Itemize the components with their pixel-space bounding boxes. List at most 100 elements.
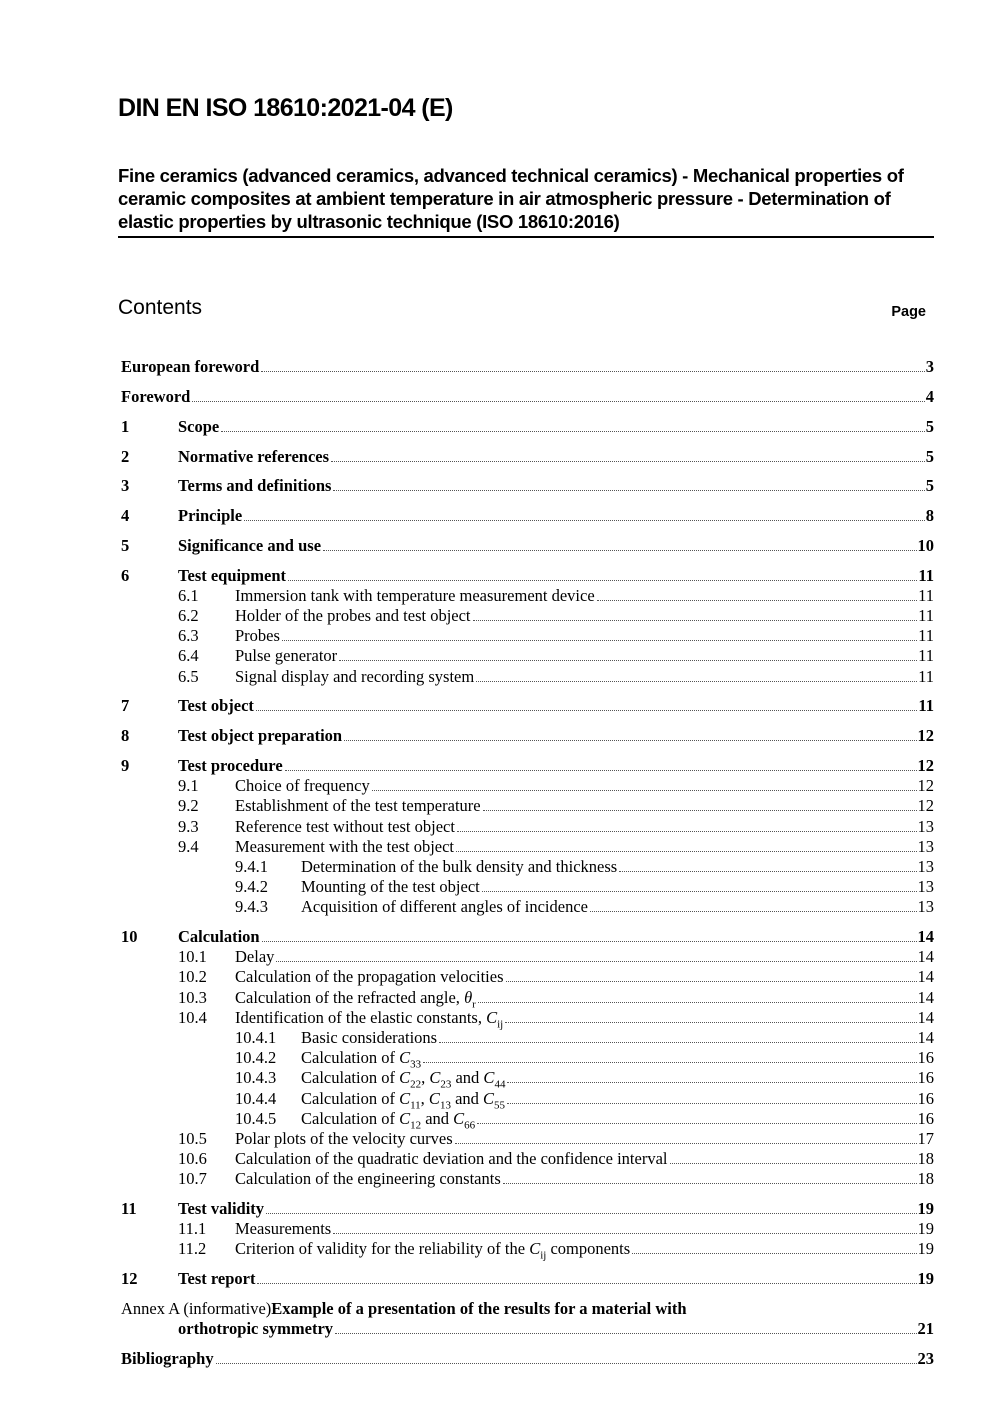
toc-entry-title: Calculation of C33: [301, 1048, 422, 1071]
toc-entry[interactable]: 9 Test procedure 12: [121, 756, 934, 776]
dot-leader: [344, 740, 917, 742]
toc-entry[interactable]: 10.6 Calculation of the quadratic deviati…: [121, 1149, 934, 1169]
toc-entry-number: 6.2: [178, 606, 199, 626]
toc-entry[interactable]: 9.4.2 Mounting of the test object 13: [121, 877, 934, 897]
toc-entry[interactable]: 3 Terms and definitions 5: [121, 476, 934, 496]
toc-entry[interactable]: 11.2 Criterion of validity for the reliab…: [121, 1239, 934, 1262]
toc-entry[interactable]: 5 Significance and use 10: [121, 536, 934, 556]
toc-entry-title: Holder of the probes and test object: [235, 606, 471, 626]
toc-entry[interactable]: 10.4.3 Calculation of C22, C23 and C44 16: [121, 1068, 934, 1091]
toc-entry-title: Determination of the bulk density and th…: [301, 856, 618, 876]
subscript: ij: [497, 1018, 504, 1031]
dot-leader: [284, 769, 917, 771]
math-symbol: Cij: [529, 1239, 547, 1262]
toc-entry[interactable]: 9.3 Reference test without test object 13: [121, 816, 934, 836]
toc-entry[interactable]: 10.1 Delay 14: [121, 947, 934, 967]
toc-entry-number: 10.4.3: [235, 1068, 277, 1088]
toc-entry[interactable]: 4 Principle 8: [121, 506, 934, 526]
toc-entry-number: 6: [121, 565, 130, 585]
toc-entry[interactable]: 6.3 Probes 11: [121, 626, 934, 646]
toc-entry-number: 12: [121, 1269, 138, 1289]
toc-entry-page: 19: [917, 1219, 935, 1239]
toc-entry-title: Acquisition of different angles of incid…: [301, 897, 588, 917]
toc-entry[interactable]: 9.4.1 Determination of the bulk density a…: [121, 857, 934, 877]
toc-entry-page: 14: [917, 927, 935, 947]
toc-entry[interactable]: 10.7 Calculation of the engineering const…: [121, 1169, 934, 1189]
dot-leader: [323, 549, 917, 551]
toc-entry[interactable]: 8 Test object preparation 12: [121, 726, 934, 746]
toc-entry[interactable]: 10.4 Identification of the elastic consta…: [121, 1008, 934, 1031]
toc-entry-title: European foreword: [121, 357, 260, 377]
toc-entry-page: 5: [925, 476, 934, 496]
toc-entry[interactable]: Foreword 4: [121, 387, 934, 407]
toc-entry-page: 13: [917, 836, 935, 856]
dot-leader: [505, 1021, 917, 1023]
subscript: 33: [410, 1058, 422, 1071]
toc-entry[interactable]: 9.4 Measurement with the test object 13: [121, 837, 934, 857]
toc-entry[interactable]: 2 Normative references 5: [121, 446, 934, 466]
toc-entry-number: 10.4.5: [235, 1108, 277, 1128]
annex-prefix: Annex A (informative): [121, 1299, 272, 1318]
toc-entry-page: 10: [917, 535, 935, 555]
toc-entry-number: 9.4.3: [235, 897, 268, 917]
toc-entry[interactable]: 10.4.4 Calculation of C11, C13 and C55 16: [121, 1088, 934, 1111]
math-symbol: C66: [453, 1108, 476, 1132]
toc-entry[interactable]: 6.1 Immersion tank with temperature measu…: [121, 586, 934, 606]
toc-entry[interactable]: 11.1 Measurements 19: [121, 1219, 934, 1239]
toc-entry[interactable]: European foreword 3: [121, 357, 934, 377]
dot-leader: [339, 660, 918, 662]
subscript: 55: [494, 1098, 506, 1111]
toc-entry[interactable]: 9.2 Establishment of the test temperature…: [121, 796, 934, 816]
toc-entry[interactable]: 7 Test object 11: [121, 696, 934, 716]
toc-entry[interactable]: 10.4.2 Calculation of C33 16: [121, 1048, 934, 1071]
math-symbol: C23: [429, 1068, 452, 1091]
annex-title-line2: orthotropic symmetry: [178, 1319, 334, 1339]
dot-leader: [333, 490, 925, 492]
math-symbol: C13: [428, 1088, 451, 1111]
dot-leader: [192, 400, 925, 402]
dot-leader: [439, 1041, 917, 1043]
toc-entry-title: Test procedure: [178, 755, 283, 775]
toc-entry-annex[interactable]: Annex A (informative) Example of a prese…: [121, 1299, 934, 1319]
toc-entry-page: 14: [917, 967, 935, 987]
toc-entry-page: 11: [918, 666, 934, 686]
toc-entry-title: Probes: [235, 626, 280, 646]
toc-entry[interactable]: 10.5 Polar plots of the velocity curves 17: [121, 1129, 934, 1149]
toc-entry-page: 19: [917, 1199, 935, 1219]
toc-entry-title: Polar plots of the velocity curves: [235, 1128, 453, 1148]
toc-entry-page: 12: [917, 776, 935, 796]
toc-entry[interactable]: 10.3 Calculation of the refracted angle, …: [121, 987, 934, 1010]
toc-entry[interactable]: 12 Test report 19: [121, 1269, 934, 1289]
toc-entry-page: 17: [917, 1128, 935, 1148]
toc-entry[interactable]: 10.4.5 Calculation of C12 and C66 16: [121, 1108, 934, 1132]
toc-entry-title: Scope: [178, 416, 220, 436]
toc-entry-number: 9: [121, 755, 130, 775]
toc-entry-number: 9.4.1: [235, 856, 268, 876]
toc-entry[interactable]: 10.4.1 Basic considerations 14: [121, 1028, 934, 1048]
toc-entry-bibliography[interactable]: Bibliography 23: [121, 1349, 934, 1369]
toc-entry-page: 11: [918, 606, 934, 626]
toc-entry[interactable]: 10 Calculation 14: [121, 927, 934, 947]
toc-entry[interactable]: 11 Test validity 19: [121, 1199, 934, 1219]
toc-entry[interactable]: 10.2 Calculation of the propagation veloc…: [121, 967, 934, 987]
toc-entry-title: Basic considerations: [301, 1027, 438, 1047]
toc-entry[interactable]: 6.5 Signal display and recording system 11: [121, 666, 934, 686]
toc-entry-number: 10.3: [178, 987, 207, 1007]
dot-leader: [477, 1001, 917, 1003]
toc-entry-title: Calculation of C22, C23 and C44: [301, 1068, 506, 1091]
toc-entry-title: Principle: [178, 506, 243, 526]
toc-entry[interactable]: 6.2 Holder of the probes and test object 1…: [121, 606, 934, 626]
toc-entry[interactable]: 9.1 Choice of frequency 12: [121, 776, 934, 796]
dot-leader: [333, 1233, 917, 1235]
subscript: 66: [464, 1119, 476, 1132]
toc-entry-number: 10.4.4: [235, 1088, 277, 1108]
toc-entry[interactable]: 6 Test equipment 11: [121, 565, 934, 585]
toc-entry[interactable]: 1 Scope 5: [121, 417, 934, 437]
toc-entry[interactable]: 6.4 Pulse generator 11: [121, 646, 934, 666]
subscript: 44: [494, 1078, 506, 1091]
toc-entry-page: 13: [917, 856, 935, 876]
toc-entry-page: 13: [917, 877, 935, 897]
toc-entry[interactable]: 9.4.3 Acquisition of different angles of …: [121, 897, 934, 917]
dot-leader: [596, 599, 918, 601]
dot-leader: [288, 579, 918, 581]
